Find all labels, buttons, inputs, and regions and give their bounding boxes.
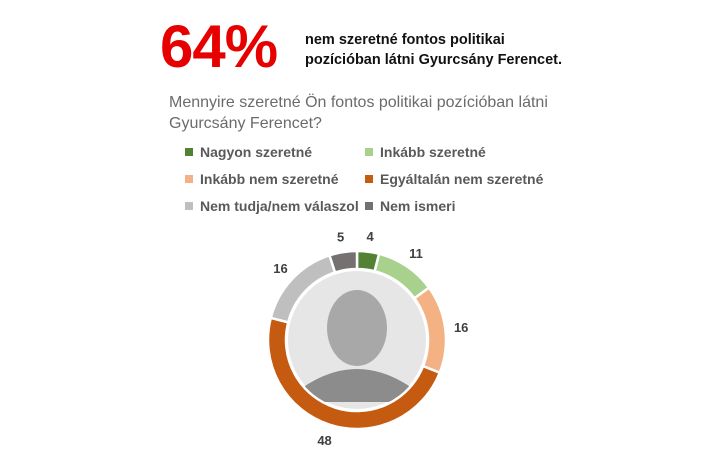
donut-slice [327, 249, 359, 275]
data-label: 16 [454, 320, 468, 335]
legend-swatch [185, 147, 193, 156]
headline-text: nem szeretné fontos politikai pozícióban… [305, 30, 562, 70]
legend-swatch [365, 147, 373, 156]
legend-label: Nem ismeri [380, 197, 456, 214]
legend: Nagyon szeretné Inkább szeretné Inkább nem… [185, 143, 565, 214]
question-text: Mennyire szeretné Ön fontos politikai po… [169, 94, 548, 132]
headline-percent: 64% [160, 13, 278, 80]
data-label: 4 [367, 229, 375, 244]
legend-label: Egyáltalán nem szeretné [380, 170, 544, 187]
legend-label: Inkább nem szeretné [200, 170, 339, 187]
legend-swatch [185, 201, 193, 210]
data-label: 16 [273, 261, 287, 276]
legend-item: Nem tudja/nem válaszol [185, 197, 365, 214]
legend-item: Inkább nem szeretné [185, 170, 365, 187]
legend-swatch [185, 174, 193, 183]
portrait-head [327, 290, 387, 366]
legend-item: Nagyon szeretné [185, 143, 365, 160]
headline-line-2: pozícióban látni Gyurcsány Ferencet. [305, 52, 563, 68]
data-label: 5 [337, 229, 344, 244]
headline-line-1: nem szeretné fontos politikai [305, 32, 505, 48]
legend-swatch [365, 201, 373, 210]
legend-item: Nem ismeri [365, 197, 565, 214]
legend-item: Inkább szeretné [365, 143, 565, 160]
legend-label: Nagyon szeretné [200, 143, 313, 160]
legend-item: Egyáltalán nem szeretné [365, 170, 565, 187]
data-label: 11 [409, 246, 423, 261]
legend-swatch [365, 174, 373, 183]
data-label: 48 [317, 433, 331, 448]
legend-label: Nem tudja/nem válaszol [200, 197, 359, 214]
legend-label: Inkább szeretné [380, 143, 486, 160]
portrait-shoulders [302, 369, 412, 402]
